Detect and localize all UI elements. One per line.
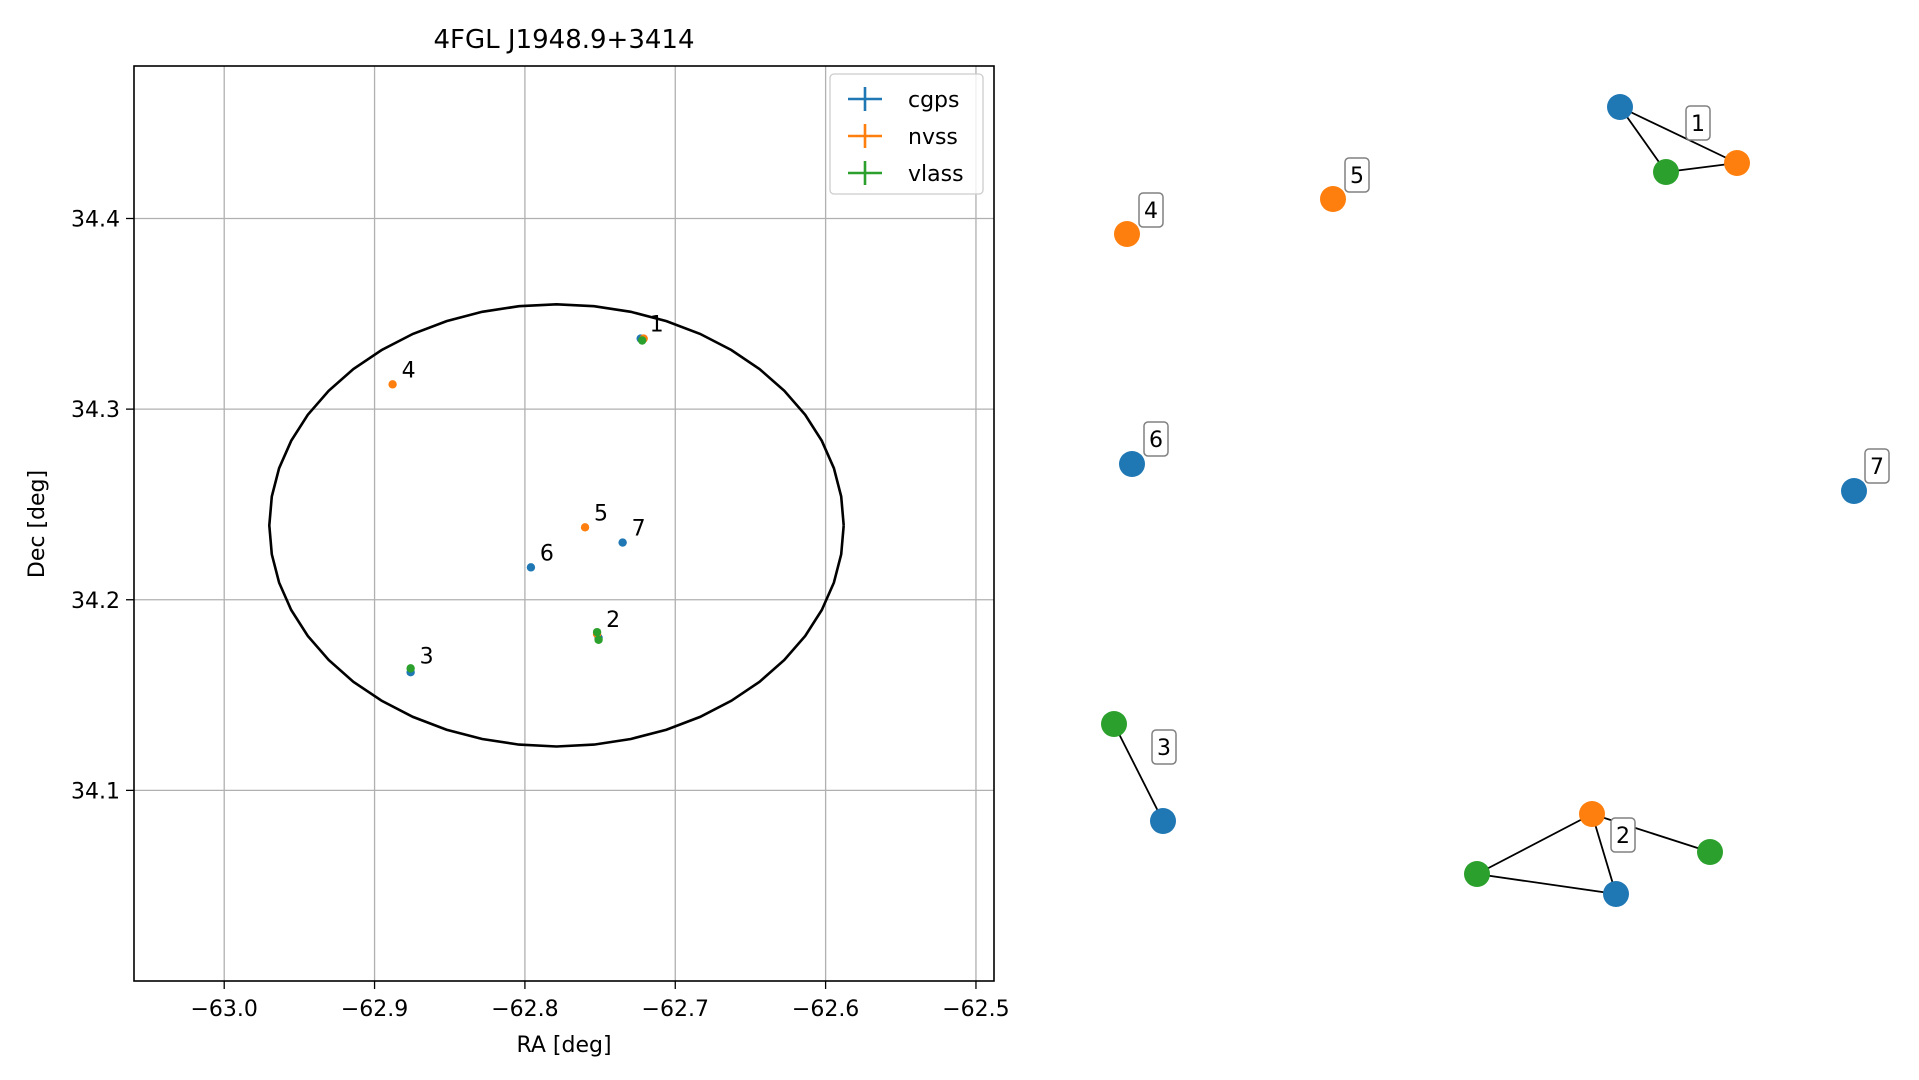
graph-node-vlass [1697,839,1723,865]
scatter-panel: 1 2 3 4 5 6 7 −63.0 −62.9 −62.8 −62.7 −62.6 −62.5 34… [25,25,1010,1058]
point-vlass [406,664,415,673]
x-tick-label: −62.5 [942,997,1009,1022]
y-tick-label: 34.3 [71,398,120,423]
group-label-box [1610,817,1636,853]
x-tick-label: −62.6 [792,997,859,1022]
graph-node-nvss [1320,186,1346,212]
annotation-1: 1 [650,313,664,338]
group-label-3: 3 [1157,736,1171,761]
graph-node-nvss [1579,801,1605,827]
y-axis-label: Dec [deg] [25,470,50,578]
graph-edges [1113,106,1738,895]
annotation-7: 7 [632,517,646,542]
graph-edge [1591,813,1711,853]
graph-edge [1591,813,1617,895]
point-cgps [618,538,627,547]
x-tick-label: −62.7 [642,997,709,1022]
point-nvss [580,523,590,532]
graph-node-nvss [1724,150,1750,176]
graph-edge [1113,723,1164,822]
point-vlass [594,635,603,644]
graph-group-labels: 1 2 3 4 5 6 7 [1138,105,1890,853]
graph-node-cgps [1841,478,1867,504]
group-label-2: 2 [1616,824,1630,849]
x-tick-label: −63.0 [190,997,257,1022]
group-label-box [1151,729,1177,765]
point-vlass [637,336,647,345]
chart-title: 4FGL J1948.9+3414 [434,25,695,55]
legend-label-nvss: nvss [908,125,958,150]
point-nvss [388,380,397,389]
graph-node-nvss [1114,221,1140,247]
group-label-1: 1 [1691,112,1705,137]
graph-edge [1476,813,1593,875]
x-tick-label: −62.9 [341,997,408,1022]
axis-ticks: −63.0 −62.9 −62.8 −62.7 −62.6 −62.534.134.234… [71,208,1010,1023]
annotation-4: 4 [402,358,416,383]
group-label-box [1344,157,1370,193]
graph-node-cgps [1603,881,1629,907]
graph-node-cgps [1119,451,1145,477]
y-tick-label: 34.1 [71,779,120,804]
group-label-box [1138,192,1164,228]
group-label-6: 6 [1149,428,1163,453]
graph-edge [1476,873,1617,895]
graph-node-cgps [1607,94,1633,120]
legend: cgps nvss vlass [829,73,984,195]
point-annotations: 1 2 3 4 5 6 7 [402,313,664,670]
graph-node-vlass [1101,711,1127,737]
graph-node-cgps [1150,808,1176,834]
localization-ellipse [267,302,845,748]
graph-edge [1619,106,1667,173]
legend-label-vlass: vlass [908,162,964,187]
y-tick-label: 34.2 [71,589,120,614]
legend-box [829,73,984,195]
group-label-box [1864,448,1890,484]
annotation-5: 5 [594,501,608,526]
graph-panel: 1 2 3 4 5 6 7 [1101,94,1890,907]
ellipse-layer [267,302,845,748]
x-axis-label: RA [deg] [516,1033,611,1058]
group-label-box [1685,105,1711,141]
graph-node-vlass [1464,861,1490,887]
group-label-5: 5 [1350,164,1364,189]
grid [134,66,994,981]
group-label-7: 7 [1870,455,1884,480]
x-tick-label: −62.8 [491,997,558,1022]
group-label-box [1143,421,1169,457]
graph-edge [1619,106,1738,164]
annotation-6: 6 [540,541,554,566]
group-label-4: 4 [1144,199,1158,224]
point-cgps [526,563,536,572]
annotation-2: 2 [606,608,620,633]
annotation-3: 3 [420,644,434,669]
point-vlass [592,627,602,637]
data-points [388,334,648,677]
graph-node-vlass [1653,159,1679,185]
plot-frame [133,65,995,982]
legend-label-cgps: cgps [908,88,960,113]
y-tick-label: 34.4 [71,208,120,233]
graph-nodes [1101,94,1867,907]
